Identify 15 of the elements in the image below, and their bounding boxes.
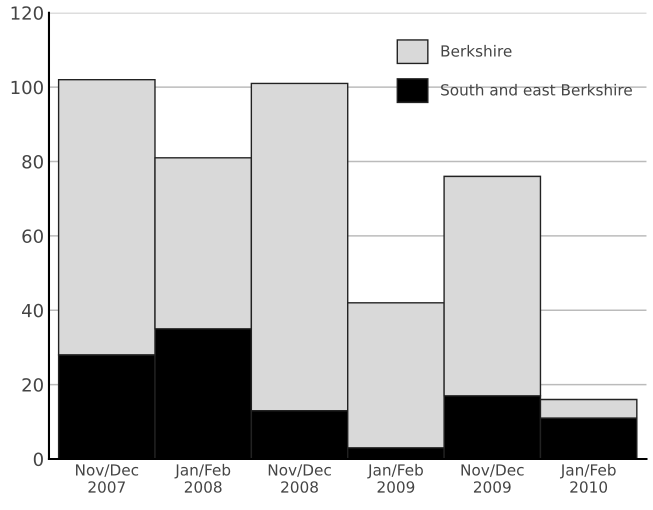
legend-label: Berkshire	[442, 44, 512, 57]
x-tick-label: Jan/Feb 2010	[560, 464, 616, 493]
x-tick-label: Nov/Dec 2007	[76, 464, 138, 493]
y-tick-label: 100	[12, 80, 43, 94]
y-tick-label: 0	[34, 452, 43, 466]
x-tick-label: Jan/Feb 2008	[174, 464, 230, 493]
legend-label: South and east Berkshire	[441, 84, 632, 96]
y-tick-label: 120	[12, 6, 43, 20]
y-tick-label: 40	[22, 304, 43, 318]
x-tick-label: Jan/Feb 2009	[367, 464, 423, 493]
y-tick-label: 20	[22, 378, 43, 392]
x-tick-label: Nov/Dec 2009	[462, 464, 524, 493]
y-tick-label: 60	[22, 229, 43, 243]
y-tick-label: 80	[22, 154, 43, 169]
x-tick-label: Nov/Dec 2008	[268, 464, 331, 493]
